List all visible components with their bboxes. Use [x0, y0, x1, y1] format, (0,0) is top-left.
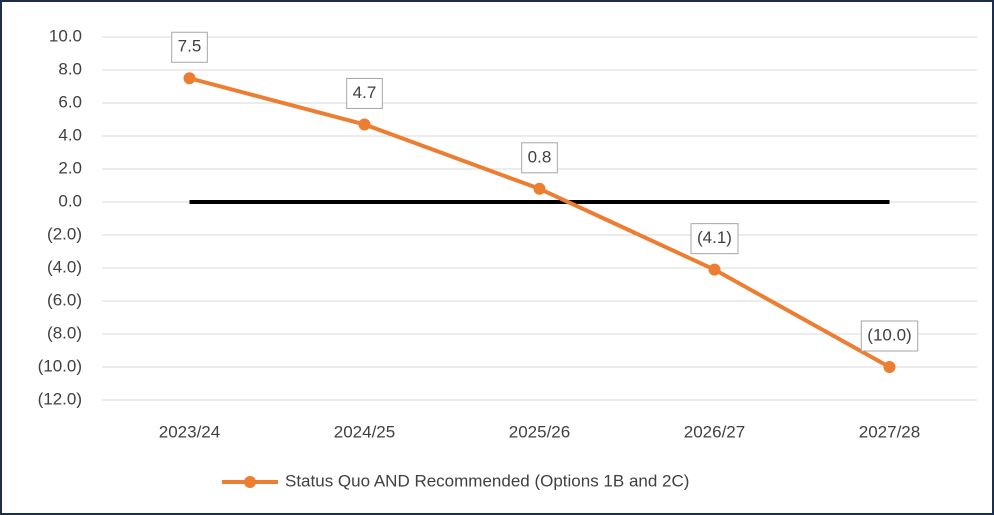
data-label: 0.8 — [528, 147, 552, 166]
y-tick-label: 8.0 — [58, 59, 82, 78]
x-tick-label: 2024/25 — [334, 422, 395, 441]
data-point — [358, 118, 371, 131]
data-label: (10.0) — [867, 325, 911, 344]
data-point — [883, 361, 896, 373]
x-tick-label: 2025/26 — [509, 422, 570, 441]
y-tick-label: 6.0 — [58, 92, 82, 111]
data-point — [708, 263, 721, 276]
y-tick-label: (8.0) — [47, 323, 82, 342]
y-tick-label: 2.0 — [58, 158, 82, 177]
x-tick-label: 2027/28 — [859, 422, 920, 441]
legend-label: Status Quo AND Recommended (Options 1B a… — [285, 471, 689, 490]
x-tick-label: 2023/24 — [159, 422, 220, 441]
x-tick-label: 2026/27 — [684, 422, 745, 441]
data-label: 7.5 — [178, 37, 202, 56]
data-point — [183, 72, 196, 85]
y-tick-label: 10.0 — [49, 26, 82, 45]
data-point — [533, 182, 546, 195]
y-tick-label: (4.0) — [47, 257, 82, 276]
data-label-box — [690, 223, 739, 255]
data-label: 4.7 — [353, 83, 377, 102]
y-tick-label: (2.0) — [47, 224, 82, 243]
y-tick-label: 0.0 — [58, 191, 82, 210]
legend-marker — [244, 476, 256, 488]
y-tick-label: (12.0) — [38, 389, 82, 408]
data-label-box — [171, 31, 208, 63]
y-tick-label: (6.0) — [47, 290, 82, 309]
data-label: (4.1) — [697, 228, 732, 247]
y-tick-label: 4.0 — [58, 125, 82, 144]
data-label-box — [521, 142, 558, 174]
data-label-box — [860, 320, 919, 352]
data-label-box — [346, 77, 383, 109]
y-tick-label: (10.0) — [38, 356, 82, 375]
